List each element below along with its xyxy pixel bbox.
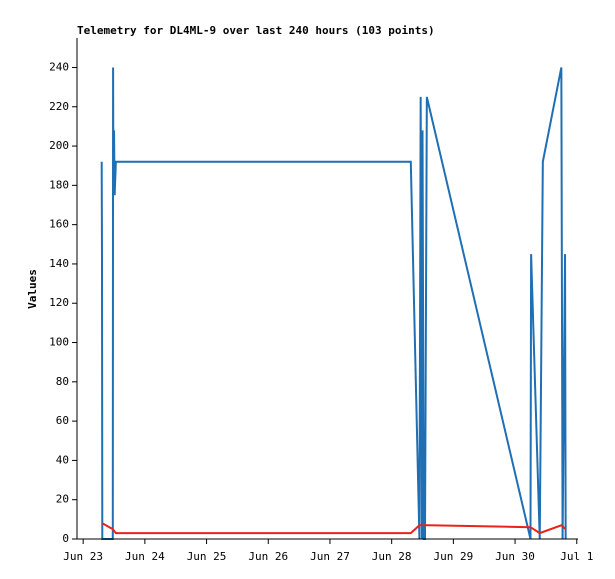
y-axis-label: Values [26, 269, 39, 309]
x-tick-label: Jun 28 [372, 550, 412, 563]
y-tick-label: 120 [49, 296, 69, 309]
chart-title: Telemetry for DL4ML-9 over last 240 hour… [77, 24, 435, 37]
x-tick-label: Jun 23 [63, 550, 103, 563]
x-tick-label: Jun 25 [187, 550, 227, 563]
y-tick-label: 40 [56, 453, 69, 466]
series-line [101, 522, 567, 535]
y-tick-label: 180 [49, 178, 69, 191]
x-tick-label: Jun 29 [433, 550, 473, 563]
x-tick-label: Jun 27 [310, 550, 350, 563]
y-tick-label: 200 [49, 139, 69, 152]
y-tick-label: 0 [62, 532, 69, 545]
y-tick-label: 80 [56, 375, 69, 388]
y-tick-label: 240 [49, 60, 69, 73]
x-tick-label: Jun 30 [495, 550, 535, 563]
y-tick-label: 20 [56, 493, 69, 506]
x-tick-label: Jun 26 [248, 550, 288, 563]
x-tick-label: Jun 24 [125, 550, 165, 563]
y-tick-label: 60 [56, 414, 69, 427]
y-tick-label: 140 [49, 257, 69, 270]
x-tick-label: Jul 1 [560, 550, 593, 563]
y-tick-label: 220 [49, 100, 69, 113]
y-tick-label: 160 [49, 218, 69, 231]
y-tick-label: 100 [49, 336, 69, 349]
